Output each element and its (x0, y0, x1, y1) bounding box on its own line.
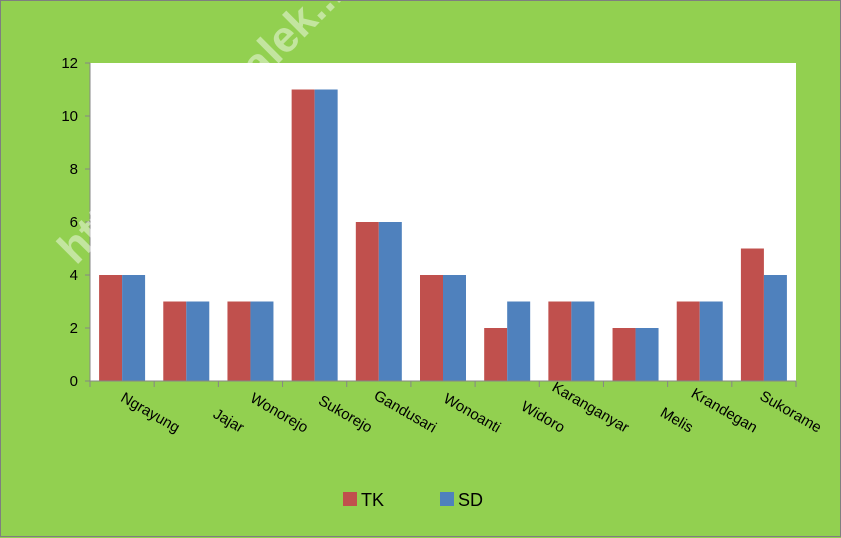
bar-sd-wonorejo (250, 301, 274, 381)
bar-tk-gandusari (355, 222, 379, 381)
bar-tk-melis (612, 328, 636, 381)
bar-sd-ngrayung (122, 275, 146, 381)
bar-tk-wonoanti (420, 275, 443, 381)
bar-tk-widoro (484, 328, 508, 381)
category-label-wonoanti: Wonoanti (440, 390, 503, 436)
bar-sd-sukorejo (314, 89, 338, 381)
legend-swatch-tk (343, 492, 357, 506)
bar-tk-wonorejo (227, 301, 251, 381)
category-label-krandegan: Krandegan (688, 385, 760, 436)
bar-tk-sukorejo (291, 89, 315, 381)
bars-layer (99, 89, 787, 381)
bar-sd-widoro (507, 301, 531, 381)
y-tick-label: 8 (70, 161, 78, 178)
category-label-jajar: Jajar (210, 405, 247, 436)
y-tick-label: 0 (70, 373, 78, 390)
bar-sd-karanganyar (571, 301, 595, 381)
bar-sd-sukorame (763, 275, 787, 381)
legend-label-sd: SD (458, 490, 483, 510)
bar-tk-sukorame (740, 248, 764, 381)
y-axis-ticks: 0 2 4 6 8 10 12 (61, 55, 90, 390)
bar-tk-krandegan (676, 301, 700, 381)
y-tick-label: 10 (61, 108, 78, 125)
bar-sd-wonoanti (443, 275, 466, 381)
y-tick-label: 6 (70, 214, 78, 231)
legend-label-tk: TK (361, 490, 384, 510)
category-label-melis: Melis (657, 404, 696, 436)
bar-tk-karanganyar (548, 301, 572, 381)
category-label-sukorame: Sukorame (757, 388, 825, 437)
legend: TK SD (343, 490, 483, 510)
y-tick-label: 2 (70, 320, 78, 337)
category-label-wonorejo: Wonorejo (247, 390, 311, 437)
y-tick-label: 4 (70, 267, 78, 284)
category-label-widoro: Widoro (518, 398, 568, 436)
bar-sd-gandusari (378, 222, 402, 381)
category-label-ngrayung: Ngrayung (118, 389, 183, 436)
bar-sd-krandegan (699, 301, 723, 381)
category-label-gandusari: Gandusari (371, 387, 439, 436)
bar-tk-jajar (163, 301, 187, 381)
y-tick-label: 12 (61, 55, 78, 72)
bar-sd-melis (635, 328, 659, 381)
bar-sd-jajar (186, 301, 210, 381)
legend-swatch-sd (440, 492, 454, 506)
category-label-sukorejo: Sukorejo (315, 392, 375, 436)
bar-tk-ngrayung (99, 275, 123, 381)
